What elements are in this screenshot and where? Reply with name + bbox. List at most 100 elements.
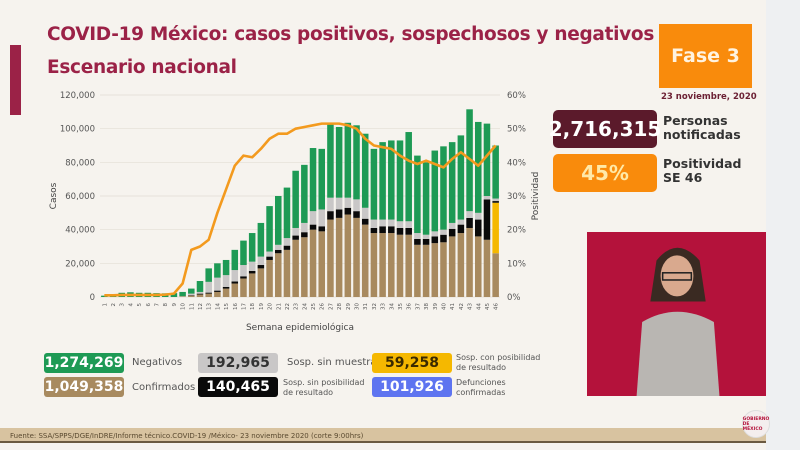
bar-sosp-sin-posibilidad-de-resultado [370,227,378,234]
notified-label: Personas notificadas [663,114,741,142]
positivity-line [104,122,497,297]
bar-confirmados [309,229,317,297]
positivity-label-line1: Positividad [663,156,742,171]
y-axis-label: Casos [49,182,59,209]
bar-confirmados [475,236,482,297]
x-tick-label: 38 [424,303,430,310]
label-line1: Sosp. con posibilidad [456,353,541,362]
bar-sosp-sin-posibilidad-de-resultado [414,238,421,245]
bar-confirmados [457,233,465,297]
bar-sosp-sin-muestra [327,197,334,212]
x-tick-label: 37 [415,303,421,310]
bar-confirmados [483,239,491,297]
bar-sosp-sin-posibilidad-de-resultado [492,201,499,203]
legend-defunciones-value: 101,926 [372,377,452,397]
page-subtitle: Escenario nacional [47,57,237,78]
bar-negativos [388,140,395,220]
bar-sosp-sin-posibilidad-de-resultado [196,293,204,295]
bar-sosp-sin-posibilidad-de-resultado [440,234,447,243]
bar-negativos [283,187,291,239]
x-tick-label: 15 [224,303,230,310]
bar-confirmados [266,259,273,297]
bar-sosp-sin-posibilidad-de-resultado [448,228,456,237]
bar-confirmados [327,219,334,297]
bar-sosp-sin-posibilidad-de-resultado [353,211,360,218]
bar-sosp-sin-muestra [370,219,378,228]
bar-sosp-sin-muestra [440,229,447,235]
bar-sosp-sin-muestra [257,256,265,266]
x-tick-label: 10 [181,303,187,310]
bar-confirmados [405,234,412,297]
x-tick-label: 2 [111,303,117,307]
notified-label-line1: Personas [663,113,728,128]
bar-sosp-sin-muestra [388,219,395,227]
notified-label-line2: notificadas [663,127,741,142]
legend-defunciones-label: Defunciones confirmadas [456,378,506,398]
bar-sosp-sin-posibilidad-de-resultado [483,199,491,240]
gobierno-mexico-logo: GOBIERNO DE MÉXICO [742,410,770,438]
bar-sosp-sin-muestra [283,238,291,246]
y2-tick-label: 20% [507,226,526,236]
bar-sosp-sin-muestra [431,231,439,237]
x-tick-label: 31 [363,303,369,310]
bar-confirmados [188,295,195,297]
x-tick-label: 36 [407,303,413,310]
bar-sosp-sin-muestra [483,196,491,200]
bar-sosp-sin-muestra [475,212,482,220]
bar-sosp-sin-posibilidad-de-resultado [405,227,412,235]
bar-negativos [396,140,404,222]
label-line2: de resultado [283,388,334,397]
x-tick-label: 7 [155,303,161,307]
positivity-label: Positividad SE 46 [663,157,742,185]
bar-sosp-sin-posibilidad-de-resultado [266,256,273,260]
legend-con-posibilidad-label: Sosp. con posibilidad de resultado [456,353,540,373]
x-tick-label: 24 [302,303,308,310]
y2-axis-label: Positividad [531,172,541,221]
bar-sosp-sin-posibilidad-de-resultado [457,224,465,234]
bar-sosp-sin-posibilidad-de-resultado [396,227,404,235]
bar-confirmados [196,294,204,297]
x-tick-label: 30 [355,303,361,310]
bar-sosp-sin-muestra [422,234,430,239]
x-tick-label: 23 [294,303,300,310]
bar-sosp-sin-posibilidad-de-resultado [292,235,299,240]
x-tick-label: 11 [189,303,195,310]
bar-sosp-sin-posibilidad-de-resultado [240,276,247,279]
x-tick-label: 41 [450,303,456,310]
bar-negativos [318,148,325,210]
bar-negativos [170,293,178,297]
x-tick-label: 46 [494,303,500,310]
y-tick-label: 100,000 [60,125,95,135]
accent-bar [10,45,21,115]
y2-tick-label: 30% [507,192,526,202]
x-tick-label: 12 [198,303,204,310]
bar-confirmados [344,214,352,297]
bar-sosp-sin-muestra [292,227,299,236]
label-line1: Defunciones [456,378,506,387]
x-tick-label: 1 [102,303,108,307]
bar-confirmados [318,231,325,297]
bar-confirmados [431,243,439,297]
bar-negativos [353,125,360,200]
bar-confirmados [205,293,212,297]
x-tick-label: 42 [459,303,465,310]
y-tick-label: 40,000 [65,226,95,236]
bar-confirmados [283,249,291,297]
x-tick-label: 3 [120,303,126,307]
bar-sosp-sin-muestra [222,275,230,287]
x-tick-label: 5 [137,303,143,307]
x-tick-label: 4 [128,303,134,307]
bar-confirmados [275,253,282,297]
bar-sosp-sin-muestra [405,221,412,228]
bar-sosp-sin-muestra [248,261,256,271]
bar-sosp-sin-posibilidad-de-resultado [379,226,386,234]
x-axis-label: Semana epidemiológica [246,322,354,333]
bar-confirmados [466,227,473,297]
bar-sosp-sin-muestra [344,197,352,208]
bar-negativos [196,281,204,292]
bar-sosp-sin-posibilidad-de-resultado [327,211,334,220]
y-tick-label: 60,000 [65,192,95,202]
bar-negativos [275,196,282,245]
x-tick-label: 18 [250,303,256,310]
bar-negativos [248,233,256,262]
